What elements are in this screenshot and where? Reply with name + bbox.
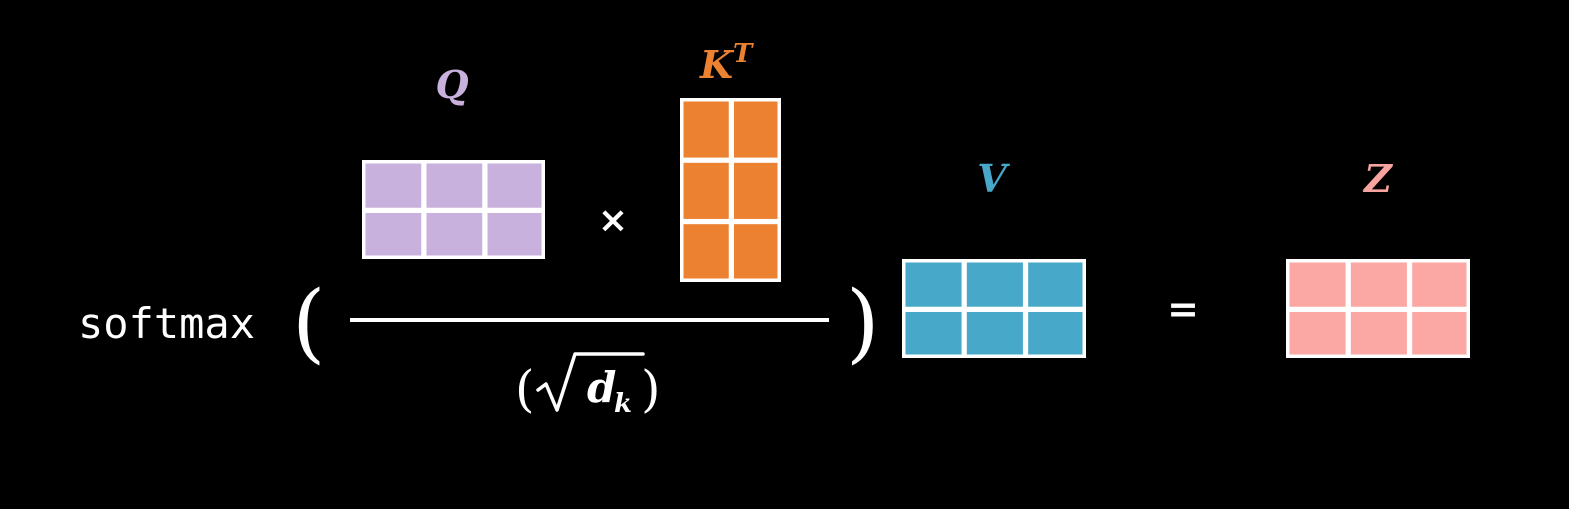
matrix-z-cell xyxy=(1350,312,1407,355)
matrix-k-cell xyxy=(734,162,778,219)
denominator-close-paren: ) xyxy=(641,360,661,418)
matrix-v-cell xyxy=(966,312,1023,355)
denominator: ( d k ) xyxy=(515,352,661,419)
matrix-z-cell xyxy=(1412,312,1467,355)
outer-open-paren: ( xyxy=(292,273,326,373)
matrix-k-cell xyxy=(683,101,729,158)
matrix-v-cell xyxy=(905,312,962,355)
matrix-z-cell xyxy=(1350,262,1407,307)
matrix-z-cell xyxy=(1289,312,1346,355)
denominator-subscript: k xyxy=(614,389,632,419)
outer-close-paren: ) xyxy=(846,273,880,373)
matrix-k-cell xyxy=(683,162,729,219)
matrix-q-cell xyxy=(487,163,542,208)
matrix-k-cell xyxy=(734,224,778,279)
matrix-q-cell xyxy=(365,163,422,208)
matrix-k-grid xyxy=(680,98,781,282)
multiply-symbol: × xyxy=(598,200,628,241)
denominator-open-paren: ( xyxy=(515,360,535,418)
matrix-v-cell xyxy=(905,262,962,307)
matrix-v-cell xyxy=(1028,312,1083,355)
matrix-q-cell xyxy=(365,213,422,256)
radical-sign xyxy=(536,352,645,412)
matrix-z-cell xyxy=(1289,262,1346,307)
matrix-k-letter: K xyxy=(699,42,735,87)
matrix-q-cell xyxy=(426,213,483,256)
matrix-v-cell xyxy=(1028,262,1083,307)
matrix-q-grid xyxy=(362,160,545,259)
matrix-q-cell xyxy=(426,163,483,208)
matrix-z-cell xyxy=(1412,262,1467,307)
matrix-k-cell xyxy=(734,101,778,158)
matrix-k-label: KT xyxy=(699,39,754,87)
matrix-q-label: Q xyxy=(435,62,468,107)
matrix-q-cell xyxy=(487,213,542,256)
matrix-z-label: Z xyxy=(1362,156,1393,201)
equals-symbol: = xyxy=(1167,287,1199,331)
matrix-z-grid xyxy=(1286,259,1470,358)
matrix-k-cell xyxy=(683,224,729,279)
matrix-v-cell xyxy=(966,262,1023,307)
softmax-label: softmax xyxy=(78,299,255,348)
matrix-v-grid xyxy=(902,259,1086,358)
denominator-variable: d xyxy=(587,363,616,412)
matrix-k-superscript: T xyxy=(733,39,754,69)
matrix-v-label: V xyxy=(977,156,1010,201)
